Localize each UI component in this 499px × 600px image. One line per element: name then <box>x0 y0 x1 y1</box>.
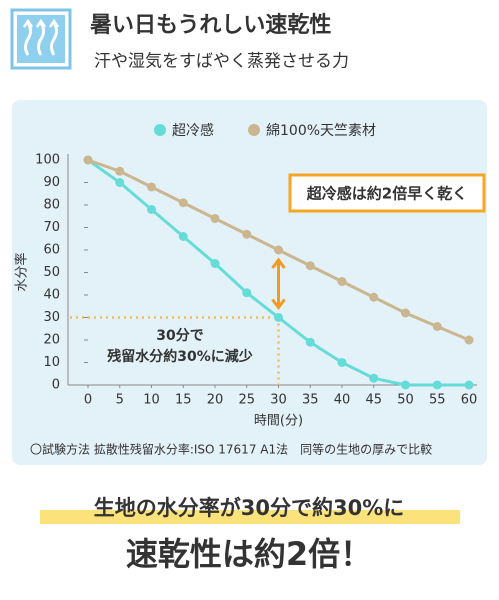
x-tick-label: 0 <box>84 393 92 408</box>
point <box>242 229 252 239</box>
y-tick-label: 40 <box>43 288 60 303</box>
x-tick-label: 10 <box>143 393 160 408</box>
x-tick-label: 40 <box>334 393 351 408</box>
callout-text: 超冷感は約2倍早く乾く <box>306 185 467 203</box>
legend-marker <box>248 124 260 136</box>
legend-label: 綿100%天竺素材 <box>266 123 376 139</box>
point <box>369 292 379 302</box>
point <box>210 214 220 223</box>
arrow <box>271 257 286 310</box>
y-axis-label: 水分率 <box>14 252 30 291</box>
legend-marker <box>154 124 166 136</box>
point <box>83 155 93 165</box>
x-tick-label: 5 <box>116 393 124 408</box>
y-tick-label: 20 <box>43 333 60 348</box>
legend-label: 超冷感 <box>172 122 214 139</box>
point <box>401 308 410 318</box>
point <box>464 380 474 390</box>
subtitle: 汗や湿気をすばやく蒸発させる力 <box>94 52 349 72</box>
y-tick-label: 10 <box>43 355 60 370</box>
point <box>115 166 125 176</box>
point <box>178 198 188 208</box>
y-tick-label: 50 <box>43 265 60 280</box>
point <box>147 205 156 214</box>
point <box>178 232 188 241</box>
y-tick-label: 30 <box>43 310 60 325</box>
x-axis-label: 時間(分) <box>254 414 303 429</box>
y-tick-label: 90 <box>43 175 60 190</box>
point <box>432 380 442 390</box>
x-tick-label: 30 <box>270 393 287 408</box>
chart-panel <box>12 100 487 465</box>
y-tick-label: 70 <box>43 220 60 235</box>
point <box>274 245 283 255</box>
point <box>369 373 379 383</box>
footnote: 〇試験方法 拡散性残留水分率:ISO 17617 A1法 同等の生地の厚みで比較 <box>30 442 432 457</box>
point <box>305 337 315 347</box>
point <box>305 261 315 271</box>
highlight <box>40 510 460 524</box>
y-tick-label: 100 <box>35 153 60 168</box>
point <box>337 358 347 367</box>
point <box>242 288 252 298</box>
x-tick-label: 25 <box>238 393 255 408</box>
point <box>401 380 410 390</box>
annotation: 30分で <box>156 328 203 344</box>
point <box>274 313 283 322</box>
y-tick-label: 80 <box>43 198 60 213</box>
x-tick-label: 55 <box>429 393 446 408</box>
point <box>432 322 442 331</box>
x-tick-label: 45 <box>365 393 382 408</box>
point <box>464 335 474 345</box>
y-tick-label: 0 <box>52 378 60 393</box>
x-tick-label: 60 <box>461 393 478 408</box>
x-tick-label: 50 <box>397 393 414 408</box>
point <box>337 277 347 286</box>
x-tick-label: 15 <box>175 393 192 408</box>
x-tick-label: 35 <box>302 393 319 408</box>
emphasis: 速乾性は約2倍！ <box>126 535 372 573</box>
title: 暑い日もうれしい速乾性 <box>90 12 331 38</box>
point <box>115 178 125 187</box>
x-tick-label: 20 <box>207 393 224 408</box>
annotation: 残留水分約30%に減少 <box>107 348 253 365</box>
icon <box>10 8 72 70</box>
point <box>210 259 220 268</box>
point <box>147 182 156 192</box>
y-tick-label: 60 <box>43 243 60 258</box>
headline: 生地の水分率が30分で約30%に <box>94 496 405 520</box>
callout-box <box>288 173 486 213</box>
